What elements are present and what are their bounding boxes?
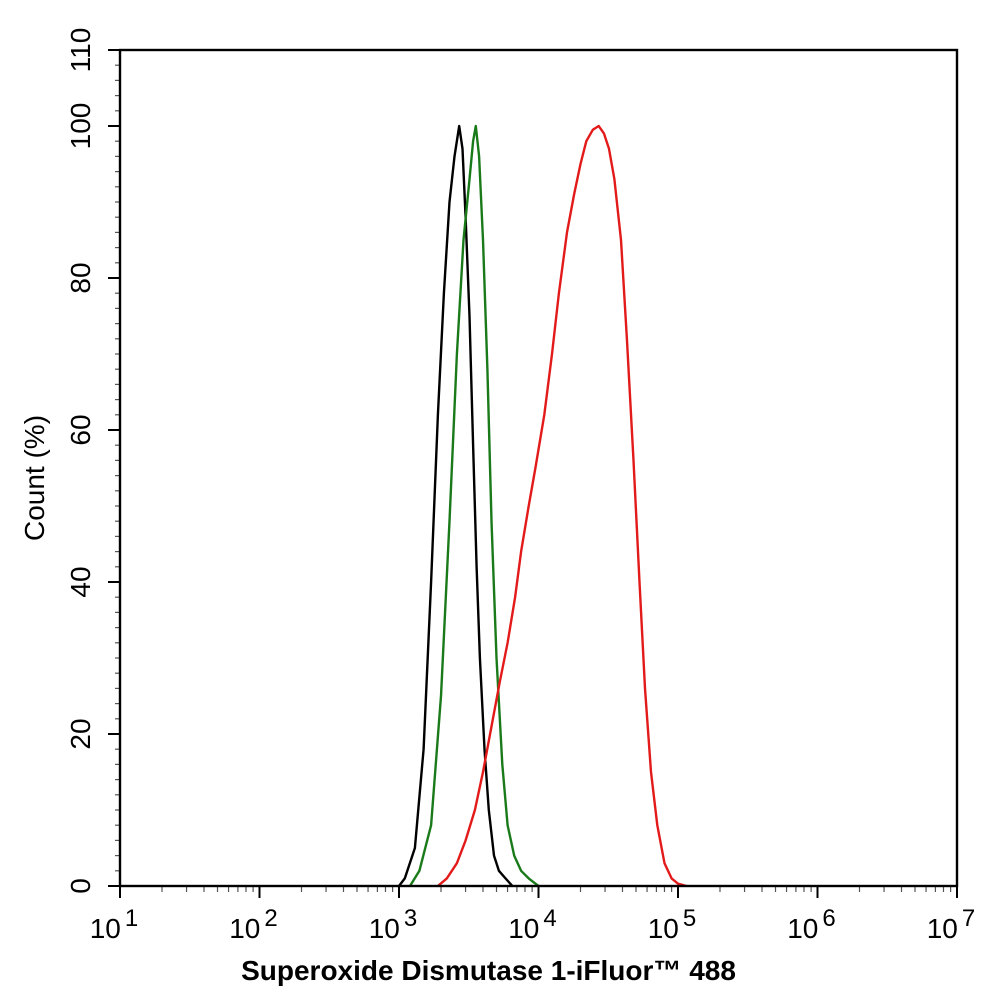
x-tick-label: 10 7 xyxy=(927,905,976,944)
x-tick-exponent: 2 xyxy=(264,905,277,932)
x-tick-exponent: 5 xyxy=(683,905,696,932)
series-curves xyxy=(398,124,687,888)
series-line-1 xyxy=(398,124,514,887)
x-tick-label: 10 4 xyxy=(508,905,557,944)
x-tick-label: 10 2 xyxy=(229,905,278,944)
x-tick-base: 10 xyxy=(787,913,818,944)
x-tick-label: 10 6 xyxy=(787,905,836,944)
x-tick-exponent: 4 xyxy=(543,905,556,932)
y-axis-title: Count (%) xyxy=(19,415,50,541)
x-tick-exponent: 6 xyxy=(822,905,835,932)
y-tick-label: 40 xyxy=(65,566,96,597)
major-ticks xyxy=(108,49,958,898)
x-tick-label: 10 3 xyxy=(369,905,418,944)
y-tick-label: 0 xyxy=(65,878,96,894)
x-tick-base: 10 xyxy=(927,913,958,944)
x-tick-base: 10 xyxy=(229,913,260,944)
x-tick-base: 10 xyxy=(90,913,121,944)
x-tick-labels: 10 1 10 2 10 3 10 4 10 5 10 6 10 7 xyxy=(90,905,976,944)
y-tick-label: 100 xyxy=(65,103,96,150)
x-tick-exponent: 1 xyxy=(125,905,138,932)
x-axis-title: Superoxide Dismutase 1-iFluor™ 488 xyxy=(241,955,736,986)
series-line-2 xyxy=(408,124,540,887)
y-tick-label: 80 xyxy=(65,262,96,293)
x-tick-base: 10 xyxy=(508,913,539,944)
x-tick-base: 10 xyxy=(369,913,400,944)
x-tick-exponent: 7 xyxy=(962,905,975,932)
x-tick-label: 10 1 xyxy=(90,905,139,944)
x-tick-exponent: 3 xyxy=(404,905,417,932)
y-tick-label: 110 xyxy=(65,28,96,73)
y-tick-label: 20 xyxy=(65,718,96,749)
x-tick-base: 10 xyxy=(648,913,679,944)
series-line-3 xyxy=(437,124,687,888)
x-tick-label: 10 5 xyxy=(648,905,697,944)
y-tick-label: 60 xyxy=(65,414,96,445)
plot-frame xyxy=(118,48,959,888)
y-tick-labels: 0 20 40 60 80 100 110 xyxy=(65,28,96,894)
